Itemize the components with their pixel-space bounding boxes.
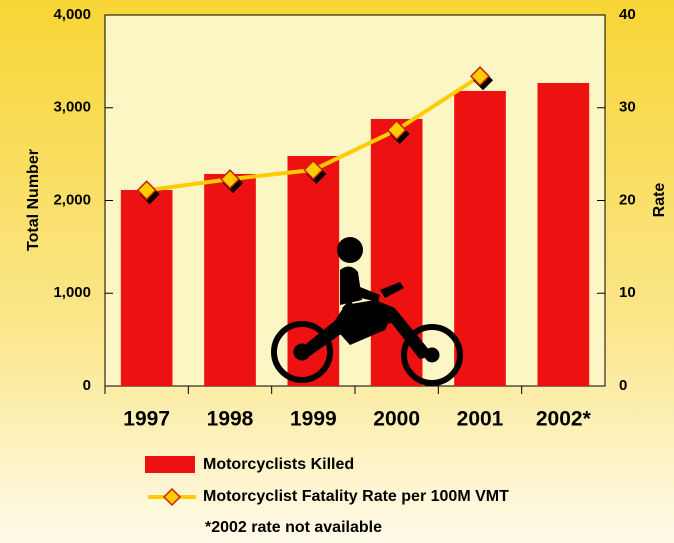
legend-swatch-bar — [145, 456, 195, 473]
y2-tick-label: 20 — [619, 191, 636, 208]
y-tick-label: 4,000 — [53, 6, 91, 23]
x-tick-label: 2001 — [457, 408, 504, 431]
bar — [454, 91, 506, 386]
x-tick-label: 1999 — [290, 408, 337, 431]
legend-label: Motorcyclists Killed — [203, 456, 354, 473]
y2-tick-label: 0 — [619, 377, 627, 394]
y2-tick-label: 40 — [619, 6, 636, 23]
y-axis-label: Total Number — [25, 149, 42, 251]
y2-tick-label: 10 — [619, 284, 636, 301]
x-tick-label: 2000 — [373, 408, 420, 431]
x-tick-label: 1997 — [123, 408, 170, 431]
bar — [538, 83, 590, 386]
x-tick-label: 1998 — [207, 408, 254, 431]
y-tick-label: 0 — [83, 377, 91, 394]
footnote: *2002 rate not available — [205, 519, 382, 536]
y-tick-label: 1,000 — [53, 284, 91, 301]
bar — [121, 190, 173, 386]
y2-tick-label: 30 — [619, 99, 636, 116]
y-tick-label: 2,000 — [53, 191, 91, 208]
x-tick-label: 2002* — [536, 408, 592, 431]
bar — [204, 174, 256, 386]
chart: Total Number Rate Motorcyclists Killed M… — [0, 0, 674, 543]
y2-axis-label: Rate — [651, 183, 668, 218]
y-tick-label: 3,000 — [53, 99, 91, 116]
legend-label: Motorcyclist Fatality Rate per 100M VMT — [203, 488, 509, 505]
